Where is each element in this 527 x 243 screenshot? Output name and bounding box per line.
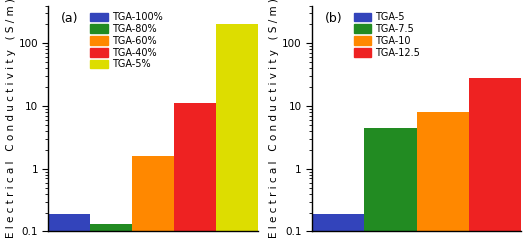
Bar [469, 78, 521, 243]
Bar [364, 128, 417, 243]
Legend: TGA-5, TGA-7.5, TGA-10, TGA-12.5: TGA-5, TGA-7.5, TGA-10, TGA-12.5 [354, 12, 420, 58]
Legend: TGA-100%, TGA-80%, TGA-60%, TGA-40%, TGA-5%: TGA-100%, TGA-80%, TGA-60%, TGA-40%, TGA… [90, 12, 162, 69]
Bar [48, 214, 90, 243]
Y-axis label: E l e c t r i c a l   C o n d u c t i v i t y   ( S / m ): E l e c t r i c a l C o n d u c t i v i … [6, 0, 16, 238]
Bar [132, 156, 174, 243]
Bar [174, 104, 216, 243]
Y-axis label: E l e c t r i c a l   C o n d u c t i v i t y   ( S / m ): E l e c t r i c a l C o n d u c t i v i … [269, 0, 279, 238]
Bar [216, 25, 258, 243]
Bar [417, 112, 469, 243]
Text: (b): (b) [325, 12, 342, 25]
Bar [90, 224, 132, 243]
Text: (a): (a) [61, 12, 79, 25]
Bar [312, 214, 364, 243]
